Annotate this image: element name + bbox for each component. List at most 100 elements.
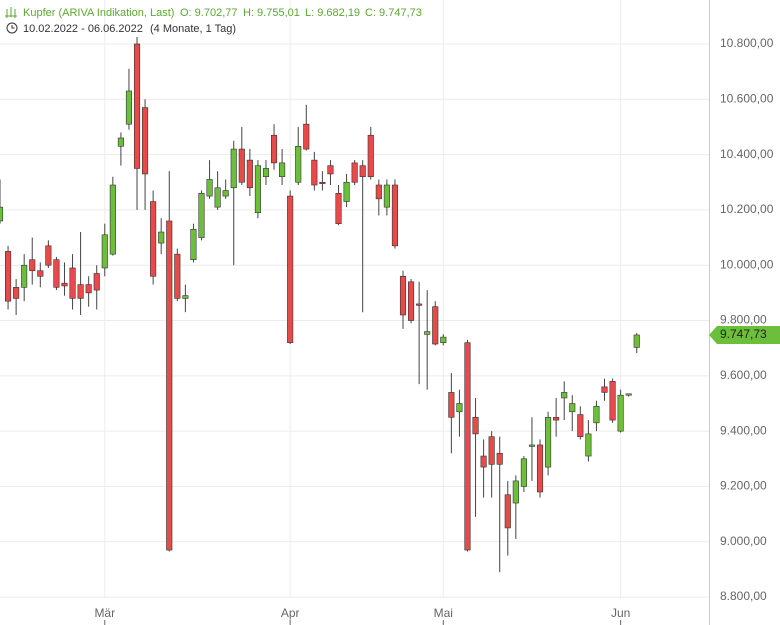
candle-body [319,181,326,184]
period: 10.02.2022 - 06.06.2022 [23,23,143,35]
y-tick-label: 9.000,00 [720,534,767,548]
header-icon [5,7,17,18]
candle-body [117,137,124,147]
candle-body [536,444,544,493]
candle-body [230,148,237,189]
candle-body [440,336,447,343]
candle-body [577,414,584,437]
candle-body [432,306,439,345]
candle-body [512,480,519,504]
candle-body [585,433,592,457]
candle-body [633,334,640,348]
candle-body [553,417,560,421]
candle-body [270,134,278,164]
candle-body [93,273,100,291]
candle-body [279,162,286,178]
candle-body [29,259,36,272]
candle-body [85,284,92,294]
candle-body [198,193,205,238]
candle-body [214,187,221,208]
ohlc-label: C: 9.747,73 [365,7,422,19]
y-tick-label: 9.400,00 [720,423,767,437]
candle-body [174,253,181,299]
candle-body [448,392,455,418]
candle-body [561,392,568,399]
candle-body [295,145,302,183]
candle-body [190,228,197,260]
candle-body [182,295,189,299]
candle-body [125,90,133,125]
candle-body [528,444,536,447]
candle-body [351,162,358,183]
chart-title: Kupfer (ARIVA Indikation, Last) [23,7,174,19]
candle-body [375,184,382,200]
candle-body [359,165,366,178]
span: (4 Monate, 1 Tag) [150,23,236,35]
candle-body [101,234,108,269]
y-tick-label: 10.800,00 [720,36,774,50]
candle-body [480,455,487,468]
candle-body [287,195,294,343]
candle-body [472,417,479,435]
candle-body [222,190,229,197]
candle-body [21,264,28,288]
candle-body [69,267,76,299]
ohlc-label: H: 9.755,01 [243,7,300,19]
candle-body [311,159,318,186]
candle-body [45,245,52,266]
candle-body [424,331,431,335]
candle-body [625,393,632,396]
candle-body [0,206,4,222]
candle-body [408,281,415,321]
candle-body [109,184,116,255]
candle-body [383,184,390,208]
candle-body [61,282,68,287]
candle-body [416,303,423,306]
candle-body [569,403,576,413]
candle-body [593,405,600,424]
candle-body [5,251,12,302]
candle-body [77,284,84,299]
x-tick-label: Jun [611,606,630,620]
candle-body [456,403,463,413]
candle-body [13,287,20,299]
candle-body [464,342,471,551]
candle-body [545,417,552,468]
last-price-label: 9.747,73 [720,327,767,341]
candle-body [254,165,261,213]
y-tick-label: 10.200,00 [720,202,774,216]
candle-body [601,386,608,393]
y-tick-label: 8.800,00 [720,589,767,603]
candle-body [520,458,527,487]
y-tick-label: 9.600,00 [720,368,767,382]
candle-body [496,452,503,465]
candle-body [150,201,157,277]
candle-body [206,179,213,197]
candle-body [343,181,350,202]
candle-body [37,270,44,277]
x-tick-label: Mär [94,606,115,620]
candle-body [158,231,165,244]
candle-body [238,148,245,183]
candle-body [609,381,616,421]
candle-body [335,193,342,225]
candle-body [399,275,407,316]
y-tick-label: 10.000,00 [720,257,774,271]
y-tick-label: 10.600,00 [720,91,774,105]
y-tick-label: 9.200,00 [720,479,767,493]
candle-body [142,107,149,175]
y-tick-label: 9.800,00 [720,313,767,327]
candle-body [246,159,253,189]
candle-body [133,43,141,169]
x-tick-label: Mai [434,606,453,620]
candle-body [166,220,173,551]
candle-body [53,259,60,288]
ohlc-label: L: 9.682,19 [305,7,360,19]
candle-body [262,168,270,178]
candle-body [303,123,310,150]
candle-body [327,165,334,175]
candle-body [367,134,374,178]
candle-body [391,184,398,247]
candle-body [488,436,495,465]
